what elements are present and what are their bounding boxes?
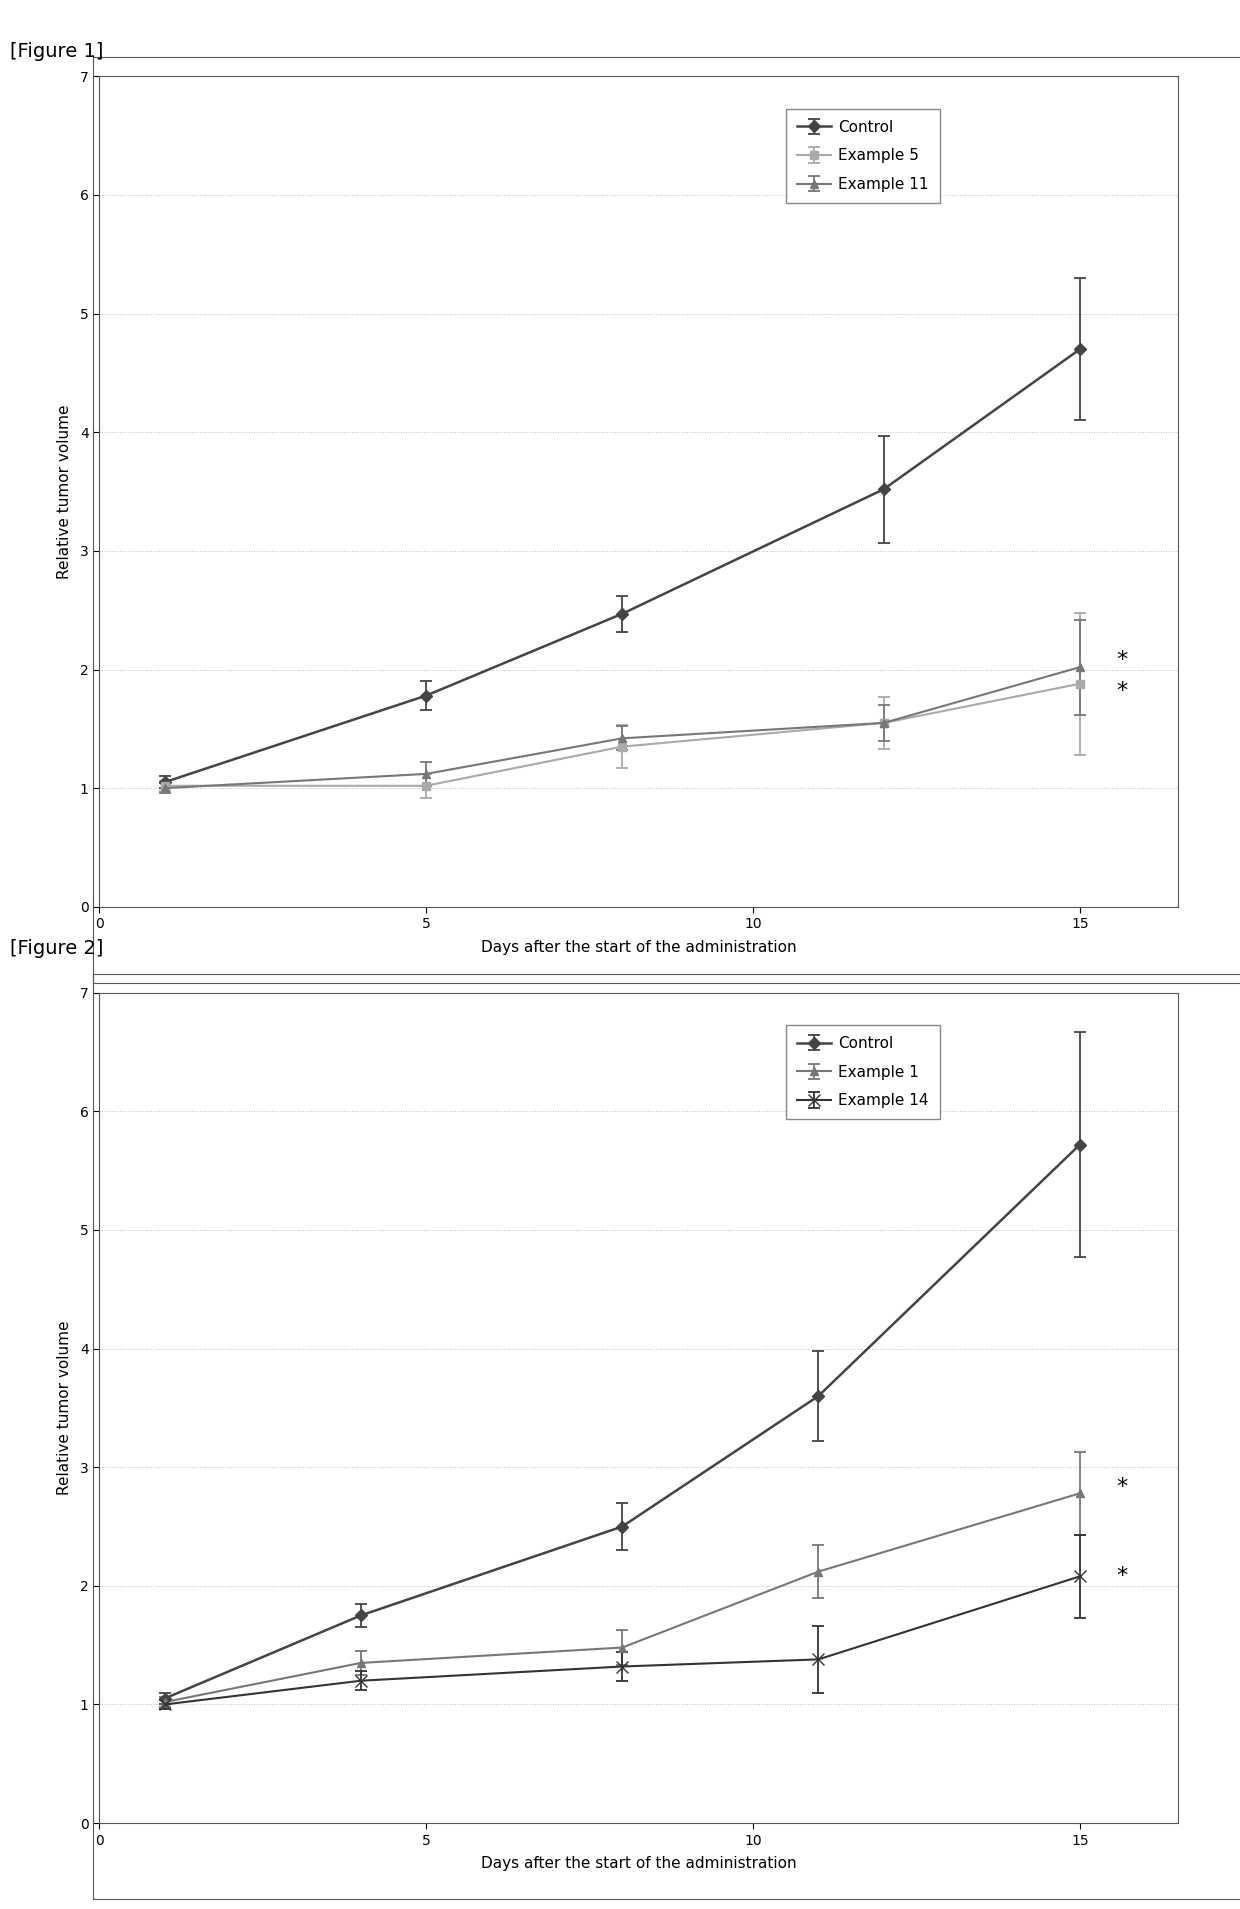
Text: [Figure 2]: [Figure 2]: [10, 939, 103, 958]
Text: [Figure 1]: [Figure 1]: [10, 42, 103, 61]
Text: *: *: [1116, 1567, 1127, 1586]
Text: *: *: [1116, 682, 1127, 701]
Text: *: *: [1116, 1478, 1127, 1497]
Y-axis label: Relative tumor volume: Relative tumor volume: [57, 405, 72, 578]
Legend: Control, Example 5, Example 11: Control, Example 5, Example 11: [786, 109, 940, 202]
Legend: Control, Example 1, Example 14: Control, Example 1, Example 14: [786, 1025, 940, 1119]
X-axis label: Days after the start of the administration: Days after the start of the administrati…: [481, 1856, 796, 1871]
X-axis label: Days after the start of the administration: Days after the start of the administrati…: [481, 939, 796, 954]
Text: *: *: [1116, 651, 1127, 670]
Y-axis label: Relative tumor volume: Relative tumor volume: [57, 1321, 72, 1495]
